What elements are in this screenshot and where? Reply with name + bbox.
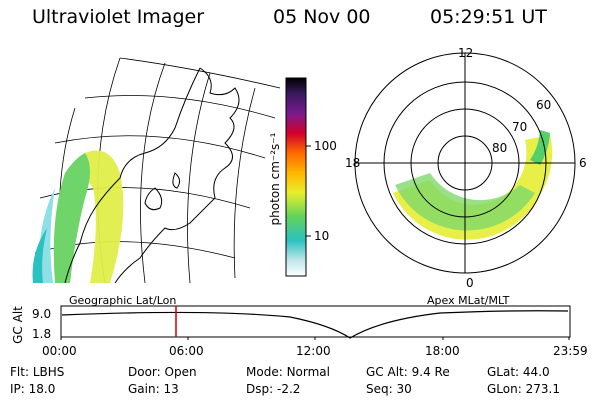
- info-dsp-value: -2.2: [276, 382, 301, 396]
- orbit-altitude-curve: [61, 310, 569, 339]
- info-flt-value: LBHS: [32, 365, 65, 379]
- info-dsp: Dsp: -2.2: [246, 382, 300, 396]
- mlat-label-80: 80: [492, 141, 508, 155]
- timeline-ytick-bottom: 1.8: [32, 327, 52, 341]
- info-ip: IP: 18.0: [10, 382, 55, 396]
- timeline-xtick-3: 18:00: [425, 344, 460, 358]
- info-gain-label: Gain:: [128, 382, 160, 396]
- timeline-ylabel: GC Alt: [11, 306, 25, 344]
- mlt-label-12: 12: [458, 46, 474, 60]
- info-seq-value: 30: [396, 382, 412, 396]
- timeline-xtick-2: 12:00: [296, 344, 331, 358]
- info-mode-label: Mode:: [246, 365, 283, 379]
- timeline-xtick-1: 06:00: [169, 344, 204, 358]
- timeline-xtick-0: 00:00: [42, 344, 77, 358]
- info-mode: Mode: Normal: [246, 365, 330, 379]
- right-panel-title: Apex MLat/MLT: [427, 294, 510, 307]
- mlt-label-0: 0: [466, 276, 474, 290]
- info-door-label: Door:: [128, 365, 161, 379]
- info-ip-value: 18.0: [28, 382, 56, 396]
- mlt-label-6: 6: [579, 156, 587, 170]
- mlat-label-60: 60: [536, 98, 552, 112]
- info-door-value: Open: [164, 365, 197, 379]
- info-glon-label: GLon:: [487, 382, 522, 396]
- date-label: 05 Nov 00: [273, 6, 371, 28]
- info-gcalt-label: GC Alt:: [366, 365, 408, 379]
- info-glon-value: 273.1: [525, 382, 560, 396]
- timeline-xtick-4: 23:59: [553, 344, 588, 358]
- mlat-label-70: 70: [512, 120, 528, 134]
- info-gcalt: GC Alt: 9.4 Re: [366, 365, 450, 379]
- info-glat-label: GLat:: [487, 365, 520, 379]
- time-label: 05:29:51 UT: [430, 6, 547, 28]
- left-panel-title: Geographic Lat/Lon: [69, 294, 177, 307]
- info-glat: GLat: 44.0: [487, 365, 550, 379]
- info-gain: Gain: 13: [128, 382, 179, 396]
- info-seq-label: Seq:: [366, 382, 393, 396]
- colorbar-scale: [285, 77, 307, 277]
- colorbar-tick-100: 100: [314, 139, 337, 153]
- info-seq: Seq: 30: [366, 382, 412, 396]
- colorbar: [285, 77, 311, 277]
- instrument-title: Ultraviolet Imager: [32, 6, 205, 28]
- info-glon: GLon: 273.1: [487, 382, 560, 396]
- mlt-label-18: 18: [345, 156, 361, 170]
- info-gain-value: 13: [163, 382, 179, 396]
- colorbar-unit-label: photon cm⁻²s⁻¹: [268, 132, 282, 226]
- info-door: Door: Open: [128, 365, 197, 379]
- info-mode-value: Normal: [286, 365, 330, 379]
- info-gcalt-value: 9.4 Re: [411, 365, 450, 379]
- info-flt-label: Flt:: [10, 365, 29, 379]
- info-ip-label: IP:: [10, 382, 25, 396]
- timeline-plot: [60, 305, 571, 340]
- info-flt: Flt: LBHS: [10, 365, 64, 379]
- info-glat-value: 44.0: [522, 365, 550, 379]
- colorbar-tick-10: 10: [314, 229, 330, 243]
- timeline-ytick-top: 9.0: [32, 307, 52, 321]
- info-dsp-label: Dsp:: [246, 382, 274, 396]
- geographic-map: [32, 57, 281, 284]
- polar-plot: [354, 52, 576, 274]
